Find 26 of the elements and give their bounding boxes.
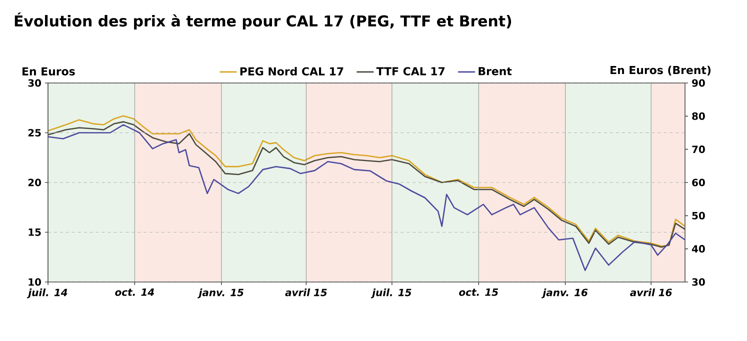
y2-tick-label: 70 [692,146,705,154]
chart-title: Évolution des prix à terme pour CAL 17 (PEG, TTF et Brent) [14,12,512,30]
y2-tick-label: 80 [692,112,705,120]
y-tick-label: 10 [28,278,42,286]
y-tick-label: 20 [28,178,42,186]
y2-tick-label: 90 [692,79,705,87]
y2-axis-title: En Euros (Brent) [610,66,711,76]
legend-label: Brent [478,67,512,76]
legend-label: TTF CAL 17 [376,67,445,76]
x-tick-label: juil. 14 [26,288,68,298]
y2-tick-label: 50 [692,212,705,220]
x-tick-label: janv. 16 [541,288,588,298]
x-tick-label: oct. 15 [459,288,498,296]
y2-tick-label: 40 [692,245,705,253]
x-tick-label: avril 15 [285,288,327,296]
y-tick-label: 30 [28,79,42,87]
x-tick-label: juil. 15 [370,288,412,298]
x-tick-label: oct. 14 [115,288,154,296]
y-axis-title: En Euros [22,67,75,76]
y-tick-label: 15 [28,228,41,236]
x-tick-label: avril 16 [630,288,672,296]
y2-tick-label: 30 [692,278,705,286]
x-tick-label: janv. 15 [198,288,244,298]
y-tick-label: 25 [28,128,41,137]
legend-label: PEG Nord CAL 17 [240,67,344,76]
y2-tick-label: 60 [692,178,705,186]
